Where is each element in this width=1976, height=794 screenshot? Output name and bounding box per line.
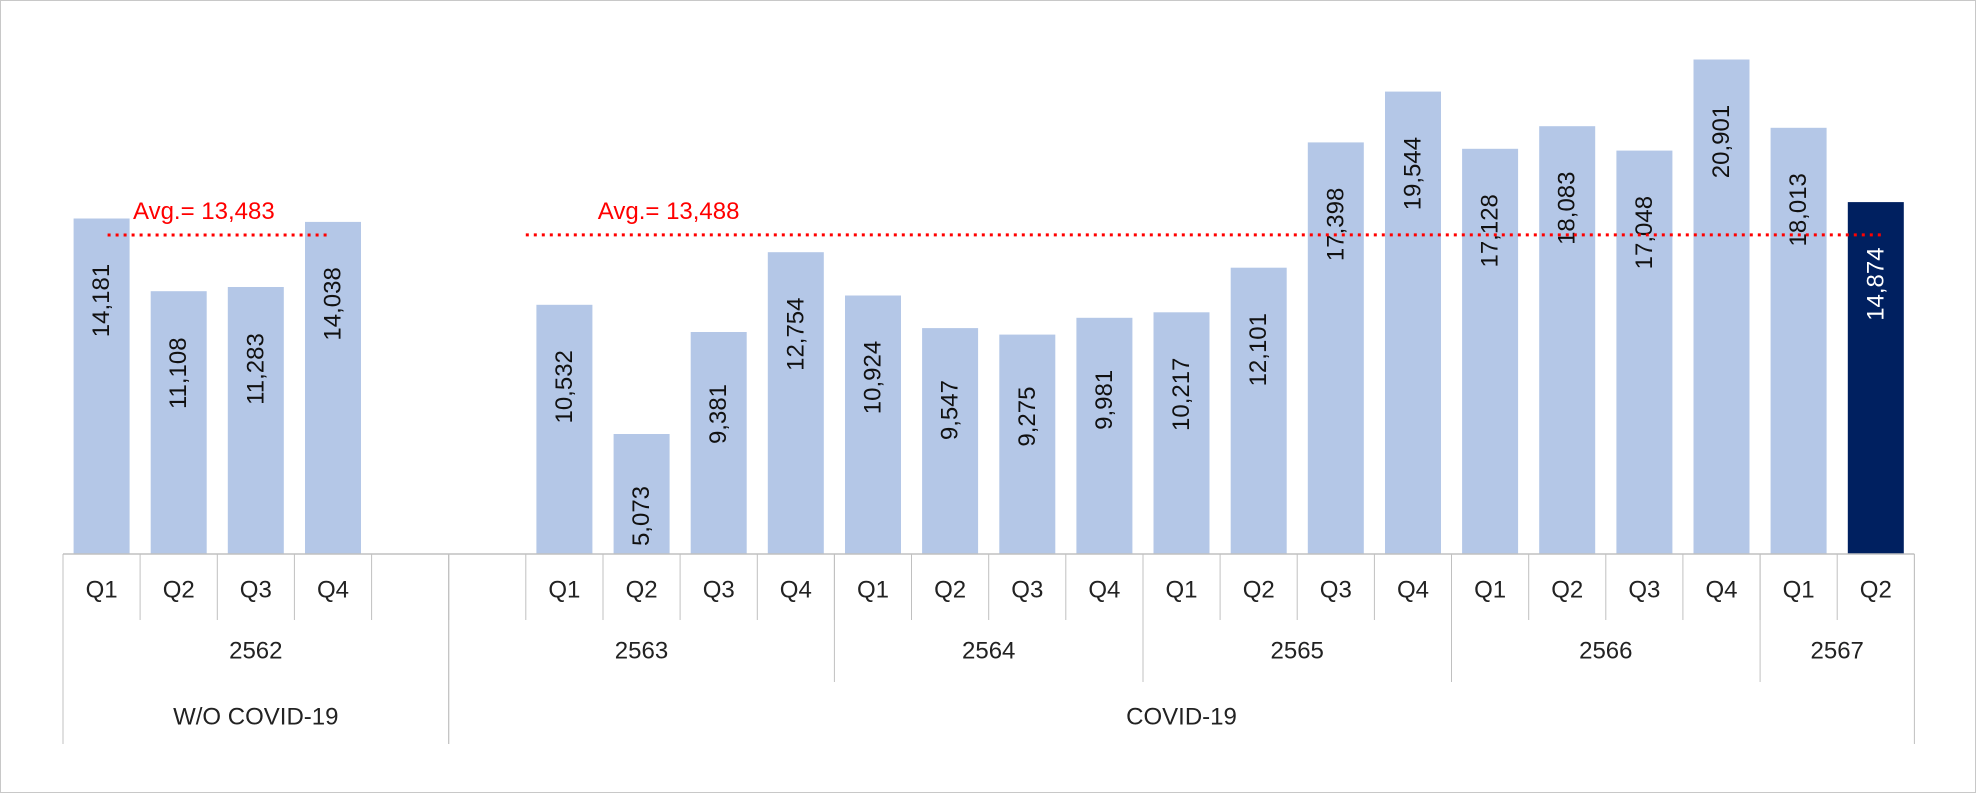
bar-value-label: 11,283 (242, 333, 269, 405)
quarter-tick-label: Q4 (1088, 577, 1120, 604)
year-tick-label: 2564 (962, 638, 1015, 665)
bar-value-label: 9,547 (937, 380, 964, 440)
average-label: Avg.= 13,488 (598, 198, 740, 225)
quarter-tick-label: Q3 (1628, 577, 1660, 604)
bar-value-label: 10,924 (860, 341, 887, 414)
quarter-tick-label: Q1 (1165, 577, 1197, 604)
bar (999, 334, 1056, 554)
bar (922, 328, 979, 554)
bar-value-label: 20,901 (1708, 105, 1735, 178)
year-tick-label: 2565 (1271, 638, 1324, 665)
bar-value-label: 11,108 (165, 337, 192, 409)
bar-value-label: 18,083 (1554, 171, 1581, 244)
quarter-tick-label: Q2 (1551, 577, 1583, 604)
bar-value-label: 14,874 (1862, 247, 1889, 320)
quarter-tick-label: Q4 (780, 577, 812, 604)
quarter-tick-label: Q1 (86, 577, 118, 604)
year-tick-label: 2562 (229, 638, 282, 665)
bar (1616, 150, 1673, 554)
bar-value-label: 9,981 (1091, 370, 1118, 430)
period-tick-label: COVID-19 (1126, 704, 1237, 731)
bar-value-label: 12,754 (782, 297, 809, 370)
bar (845, 295, 901, 554)
bar (73, 218, 130, 554)
quarter-tick-label: Q1 (1783, 577, 1815, 604)
bar-value-label: 19,544 (1400, 137, 1427, 210)
bar (1153, 312, 1210, 554)
bar (767, 252, 824, 554)
bar (536, 304, 593, 554)
bar (613, 434, 670, 554)
quarter-tick-label: Q4 (1705, 577, 1737, 604)
bar (227, 287, 284, 554)
bar-value-label: 14,181 (88, 264, 115, 337)
bar (150, 291, 207, 554)
quarter-tick-label: Q3 (240, 577, 272, 604)
quarter-tick-label: Q4 (317, 577, 349, 604)
quarter-tick-label: Q1 (1474, 577, 1506, 604)
bar (1539, 126, 1596, 554)
bar-value-label: 17,398 (1322, 188, 1349, 261)
bar (1693, 59, 1750, 554)
bar-value-label: 12,101 (1245, 313, 1272, 386)
bar (690, 332, 747, 554)
quarter-tick-label: Q2 (1860, 577, 1892, 604)
year-tick-label: 2563 (615, 638, 668, 665)
quarter-tick-label: Q4 (1397, 577, 1429, 604)
quarter-tick-label: Q3 (703, 577, 735, 604)
quarter-tick-label: Q1 (857, 577, 889, 604)
bar (1230, 267, 1287, 554)
bar-value-label: 10,217 (1168, 358, 1195, 431)
average-lines-layer: Avg.= 13,483 Avg.= 13,488 (107, 198, 1886, 237)
bar-value-label: 17,048 (1631, 196, 1658, 269)
bar (1847, 202, 1904, 554)
bar (1307, 142, 1364, 554)
bar (1076, 317, 1133, 554)
year-tick-label: 2566 (1579, 638, 1632, 665)
bar-value-label: 9,275 (1014, 387, 1041, 447)
quarter-tick-label: Q3 (1011, 577, 1043, 604)
quarter-tick-label: Q1 (548, 577, 580, 604)
bar-value-label: 9,381 (705, 384, 732, 444)
bar (305, 221, 361, 554)
bar-value-label: 17,128 (1477, 194, 1504, 267)
quarter-tick-label: Q2 (1243, 577, 1275, 604)
bar-value-label: 5,073 (628, 486, 655, 546)
quarter-tick-label: Q3 (1320, 577, 1352, 604)
value-labels-layer: 14,181 11,108 11,283 14,038 10,532 5,073 9,381… (88, 105, 1889, 546)
year-tick-label: 2567 (1811, 638, 1864, 665)
bar (1385, 91, 1441, 554)
bar-value-label: 14,038 (320, 267, 347, 340)
quarter-tick-label: Q2 (626, 577, 658, 604)
quarter-tick-label: Q2 (163, 577, 195, 604)
bar (1770, 127, 1827, 555)
average-label: Avg.= 13,483 (133, 198, 275, 225)
bars-layer (73, 59, 1904, 555)
bar (1462, 148, 1519, 555)
bar-value-label: 10,532 (551, 350, 578, 423)
quarter-tick-label: Q2 (934, 577, 966, 604)
period-tick-label: W/O COVID-19 (173, 704, 338, 731)
category-axis-table: 2562 2563 2564 2565 2566 2567 W/O COVID-19 COVI… (62, 553, 1915, 744)
